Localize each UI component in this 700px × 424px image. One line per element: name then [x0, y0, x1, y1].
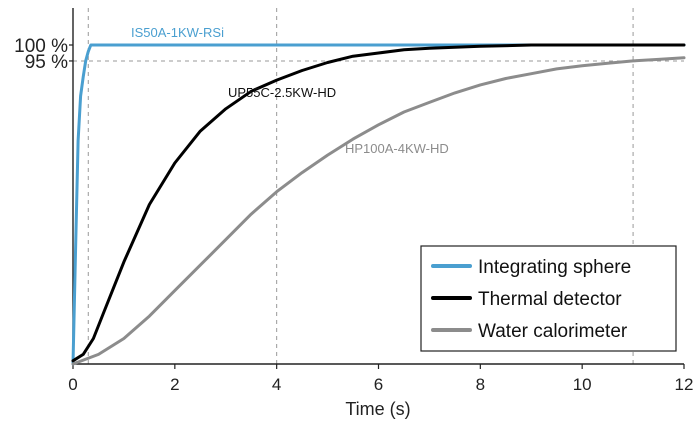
legend-label-0: Integrating sphere: [478, 257, 631, 278]
series-line-1: [71, 43, 686, 363]
x-tick-label: 4: [272, 375, 281, 394]
series-line-2: [71, 56, 686, 366]
x-tick-label: 2: [170, 375, 179, 394]
legend: Integrating sphere Thermal detector Water …: [420, 245, 677, 352]
series-annotation-1: UP55C-2.5KW-HD: [228, 85, 336, 100]
x-tick-label: 0: [68, 375, 77, 394]
series-line-0: [71, 43, 686, 366]
x-axis-title: Time (s): [345, 399, 410, 419]
y-ticks: 100 %95 %: [14, 36, 73, 73]
series-annotation-0: IS50A-1KW-RSi: [131, 25, 224, 40]
series-annotation-2: HP100A-4KW-HD: [345, 141, 449, 156]
x-ticks: 0 2 4 6 8 10 12: [68, 364, 693, 394]
x-tick-label: 12: [675, 375, 694, 394]
series-annotations: IS50A-1KW-RSi UP55C-2.5KW-HD HP100A-4KW-HD: [131, 25, 449, 156]
series-lines: [71, 43, 686, 366]
legend-label-2: Water calorimeter: [478, 321, 628, 342]
x-tick-label: 6: [374, 375, 383, 394]
legend-label-1: Thermal detector: [478, 289, 622, 310]
y-tick-label: 100 %: [14, 36, 68, 57]
x-tick-label: 8: [476, 375, 485, 394]
x-tick-label: 10: [573, 375, 592, 394]
y-tick-label: 95 %: [25, 52, 68, 73]
